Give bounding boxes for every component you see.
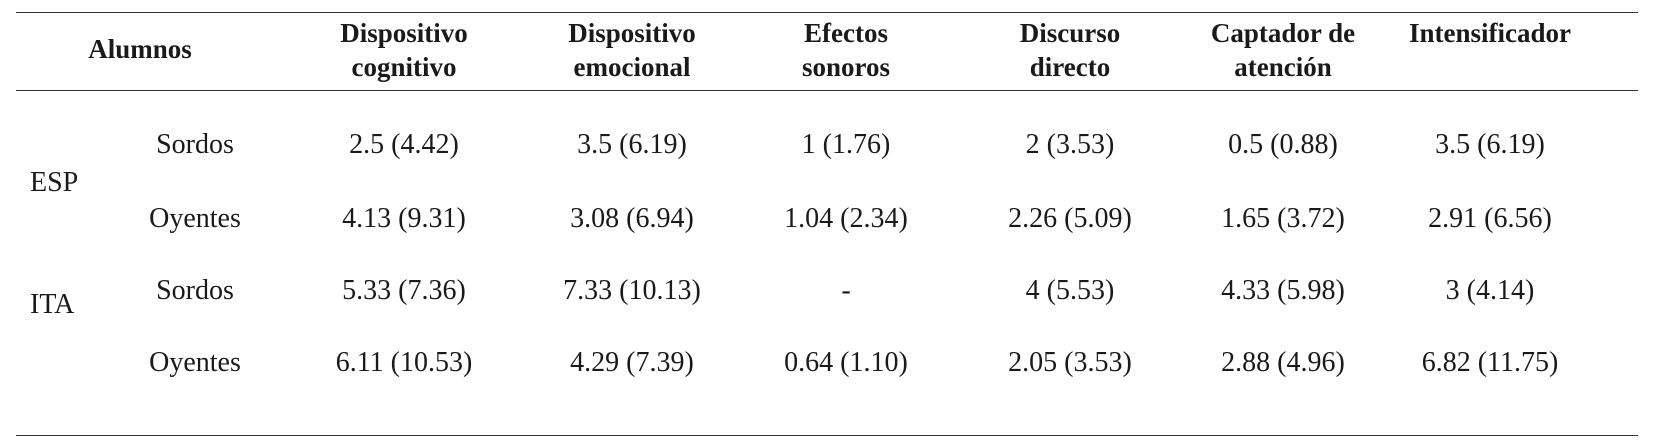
table-bottom-rule [16, 435, 1638, 436]
group-label-esp: ESP [30, 167, 79, 198]
cell-ita-sordos-emocional: 7.33 (10.13) [563, 275, 701, 306]
cell-ita-oyentes-discurso: 2.05 (3.53) [1008, 347, 1132, 378]
cell-esp-sordos-intensificador: 3.5 (6.19) [1435, 129, 1545, 160]
table-top-rule [16, 12, 1638, 13]
group-label-ita: ITA [30, 289, 75, 320]
row-label-esp-oyentes: Oyentes [149, 203, 241, 234]
cell-esp-sordos-emocional: 3.5 (6.19) [577, 129, 687, 160]
cell-esp-sordos-discurso: 2 (3.53) [1025, 129, 1115, 160]
cell-esp-sordos-captador: 0.5 (0.88) [1228, 129, 1338, 160]
header-captador-de-atencion: Captador de atención [1210, 18, 1356, 82]
header-dispositivo-emocional: Dispositivo emocional [568, 18, 696, 82]
cell-ita-sordos-sonoros: - [841, 275, 851, 306]
cell-esp-oyentes-emocional: 3.08 (6.94) [570, 203, 694, 234]
table-header-rule [16, 90, 1638, 91]
cell-ita-sordos-captador: 4.33 (5.98) [1221, 275, 1345, 306]
cell-esp-oyentes-cognitivo: 4.13 (9.31) [342, 203, 466, 234]
cell-esp-oyentes-discurso: 2.26 (5.09) [1008, 203, 1132, 234]
cell-esp-oyentes-captador: 1.65 (3.72) [1221, 203, 1345, 234]
header-dispositivo-cognitivo: Dispositivo cognitivo [340, 18, 468, 82]
cell-ita-sordos-cognitivo: 5.33 (7.36) [342, 275, 466, 306]
cell-ita-oyentes-captador: 2.88 (4.96) [1221, 347, 1345, 378]
header-intensificador: Intensificador [1409, 18, 1571, 48]
cell-esp-sordos-sonoros: 1 (1.76) [801, 129, 891, 160]
cell-esp-sordos-cognitivo: 2.5 (4.42) [349, 129, 459, 160]
header-alumnos: Alumnos [88, 34, 192, 64]
cell-ita-oyentes-intensificador: 6.82 (11.75) [1421, 347, 1559, 378]
header-efectos-sonoros: Efectos sonoros [801, 18, 891, 82]
cell-esp-oyentes-intensificador: 2.91 (6.56) [1428, 203, 1552, 234]
header-discurso-directo: Discurso directo [1019, 18, 1121, 82]
row-label-ita-sordos: Sordos [156, 275, 234, 306]
cell-esp-oyentes-sonoros: 1.04 (2.34) [784, 203, 908, 234]
cell-ita-oyentes-cognitivo: 6.11 (10.53) [335, 347, 473, 378]
row-label-ita-oyentes: Oyentes [149, 347, 241, 378]
cell-ita-oyentes-sonoros: 0.64 (1.10) [784, 347, 908, 378]
cell-ita-oyentes-emocional: 4.29 (7.39) [570, 347, 694, 378]
cell-ita-sordos-intensificador: 3 (4.14) [1445, 275, 1535, 306]
cell-ita-sordos-discurso: 4 (5.53) [1025, 275, 1115, 306]
row-label-esp-sordos: Sordos [156, 129, 234, 160]
